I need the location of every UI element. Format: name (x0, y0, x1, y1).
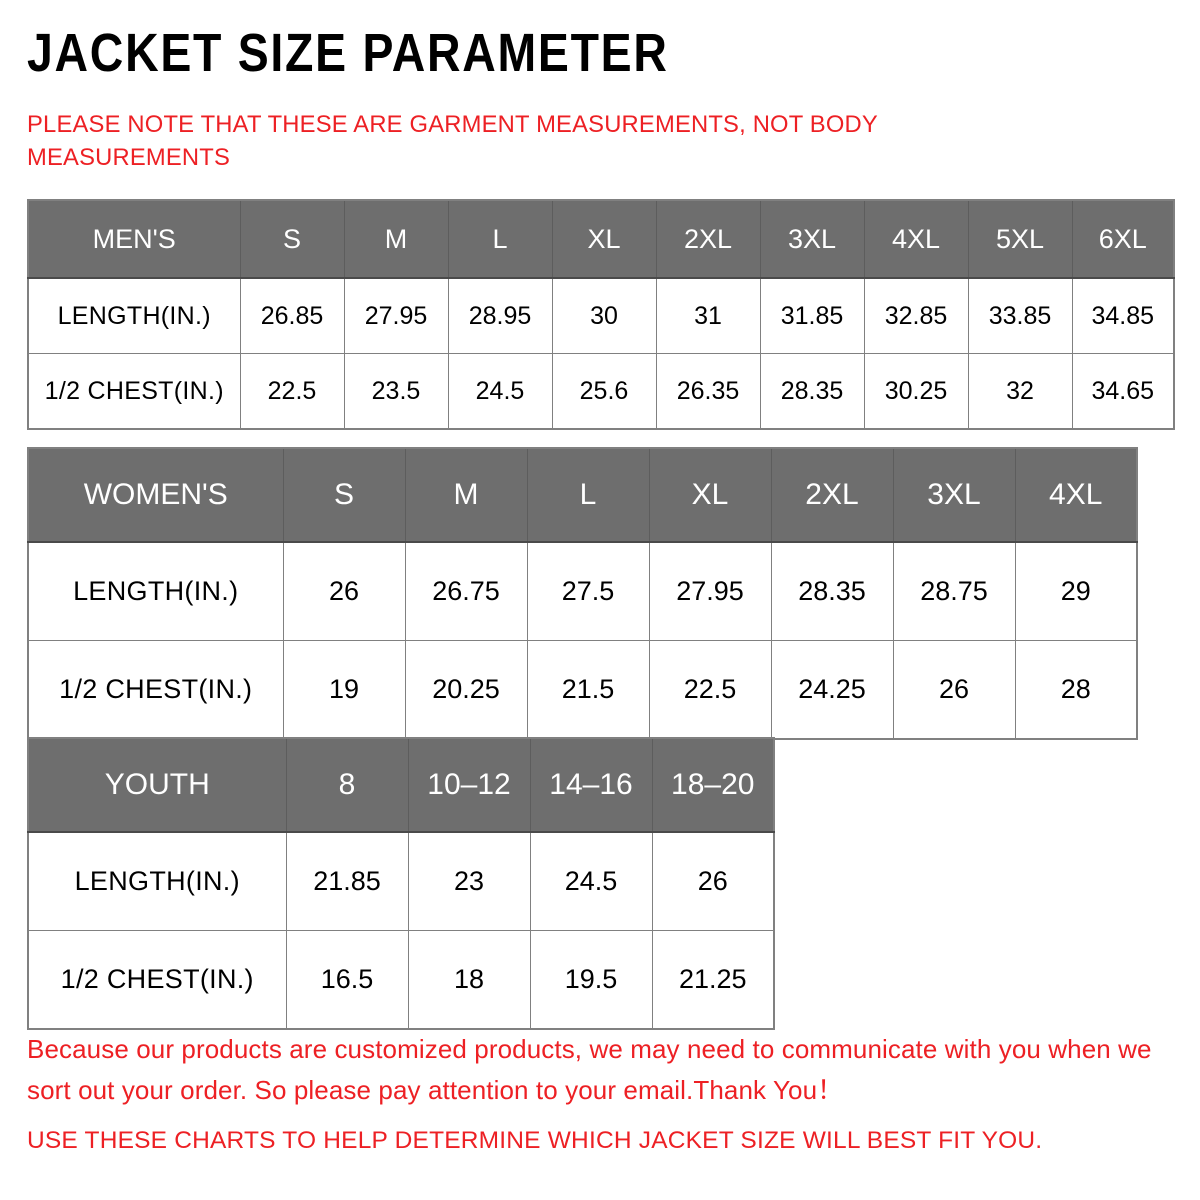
mens-row-label-chest: 1/2 CHEST(IN.) (27, 353, 241, 430)
womens-size-table: WOMEN'S S M L XL 2XL 3XL 4XL LENGTH(IN.)… (27, 447, 1138, 740)
mens-chest-6xl: 34.65 (1071, 353, 1175, 430)
youth-col-header-2: 14–16 (529, 737, 653, 833)
mens-chest-3xl: 28.35 (759, 353, 865, 430)
mens-col-header-7: 5XL (967, 199, 1073, 279)
mens-row-label-length: LENGTH(IN.) (27, 277, 241, 354)
womens-col-header-4: 2XL (770, 447, 894, 543)
youth-col-header-1: 10–12 (407, 737, 531, 833)
youth-size-table: YOUTH 8 10–12 14–16 18–20 LENGTH(IN.) 21… (27, 737, 775, 1030)
mens-chest-2xl: 26.35 (655, 353, 761, 430)
womens-row-label-length: LENGTH(IN.) (27, 541, 284, 641)
garment-measurement-disclaimer: PLEASE NOTE THAT THESE ARE GARMENT MEASU… (27, 111, 878, 171)
table-header-row: MEN'S S M L XL 2XL 3XL 4XL 5XL 6XL (27, 199, 1175, 279)
womens-col-header-1: M (404, 447, 528, 543)
youth-chest-10-12: 18 (407, 930, 531, 1030)
womens-col-header-5: 3XL (892, 447, 1016, 543)
mens-length-xl: 30 (551, 277, 657, 354)
table-header-row: WOMEN'S S M L XL 2XL 3XL 4XL (27, 447, 1138, 543)
mens-length-s: 26.85 (239, 277, 345, 354)
youth-chest-14-16: 19.5 (529, 930, 653, 1030)
womens-length-s: 26 (282, 541, 406, 641)
mens-chest-l: 24.5 (447, 353, 553, 430)
mens-chest-xl: 25.6 (551, 353, 657, 430)
table-row: LENGTH(IN.) 21.85 23 24.5 26 (27, 831, 775, 931)
mens-col-header-3: XL (551, 199, 657, 279)
mens-chest-m: 23.5 (343, 353, 449, 430)
mens-length-6xl: 34.85 (1071, 277, 1175, 354)
mens-col-header-2: L (447, 199, 553, 279)
mens-length-l: 28.95 (447, 277, 553, 354)
youth-length-8: 21.85 (285, 831, 409, 931)
womens-length-2xl: 28.35 (770, 541, 894, 641)
youth-chest-8: 16.5 (285, 930, 409, 1030)
table-header-row: YOUTH 8 10–12 14–16 18–20 (27, 737, 775, 833)
womens-col-header-6: 4XL (1014, 447, 1138, 543)
youth-row-label-chest: 1/2 CHEST(IN.) (27, 930, 287, 1030)
youth-length-18-20: 26 (651, 831, 775, 931)
womens-chest-4xl: 28 (1014, 640, 1138, 740)
mens-col-header-8: 6XL (1071, 199, 1175, 279)
mens-col-header-6: 4XL (863, 199, 969, 279)
table-row: LENGTH(IN.) 26.85 27.95 28.95 30 31 31.8… (27, 277, 1175, 354)
womens-chest-l: 21.5 (526, 640, 650, 740)
mens-size-table: MEN'S S M L XL 2XL 3XL 4XL 5XL 6XL LENGT… (27, 199, 1175, 430)
mens-table-title: MEN'S (27, 199, 241, 279)
table-row: 1/2 CHEST(IN.) 19 20.25 21.5 22.5 24.25 … (27, 640, 1138, 740)
womens-chest-m: 20.25 (404, 640, 528, 740)
womens-col-header-0: S (282, 447, 406, 543)
youth-col-header-3: 18–20 (651, 737, 775, 833)
womens-chest-3xl: 26 (892, 640, 1016, 740)
womens-chest-2xl: 24.25 (770, 640, 894, 740)
womens-length-l: 27.5 (526, 541, 650, 641)
table-row: 1/2 CHEST(IN.) 16.5 18 19.5 21.25 (27, 930, 775, 1030)
customization-note: Because our products are customized prod… (27, 1034, 1152, 1105)
womens-chest-xl: 22.5 (648, 640, 772, 740)
womens-col-header-3: XL (648, 447, 772, 543)
womens-length-m: 26.75 (404, 541, 528, 641)
mens-length-3xl: 31.85 (759, 277, 865, 354)
womens-length-4xl: 29 (1014, 541, 1138, 641)
mens-chest-4xl: 30.25 (863, 353, 969, 430)
mens-col-header-4: 2XL (655, 199, 761, 279)
mens-col-header-0: S (239, 199, 345, 279)
youth-col-header-0: 8 (285, 737, 409, 833)
table-row: 1/2 CHEST(IN.) 22.5 23.5 24.5 25.6 26.35… (27, 353, 1175, 430)
mens-length-4xl: 32.85 (863, 277, 969, 354)
womens-chest-s: 19 (282, 640, 406, 740)
mens-chest-5xl: 32 (967, 353, 1073, 430)
mens-length-2xl: 31 (655, 277, 761, 354)
womens-length-xl: 27.95 (648, 541, 772, 641)
youth-row-label-length: LENGTH(IN.) (27, 831, 287, 931)
table-row: LENGTH(IN.) 26 26.75 27.5 27.95 28.35 28… (27, 541, 1138, 641)
womens-col-header-2: L (526, 447, 650, 543)
mens-col-header-1: M (343, 199, 449, 279)
page-title: JACKET SIZE PARAMETER (27, 23, 669, 83)
womens-length-3xl: 28.75 (892, 541, 1016, 641)
womens-table-title: WOMEN'S (27, 447, 284, 543)
chart-usage-note: USE THESE CHARTS TO HELP DETERMINE WHICH… (27, 1127, 1043, 1154)
mens-col-header-5: 3XL (759, 199, 865, 279)
womens-row-label-chest: 1/2 CHEST(IN.) (27, 640, 284, 740)
mens-length-m: 27.95 (343, 277, 449, 354)
youth-table-title: YOUTH (27, 737, 287, 833)
youth-length-14-16: 24.5 (529, 831, 653, 931)
mens-length-5xl: 33.85 (967, 277, 1073, 354)
youth-length-10-12: 23 (407, 831, 531, 931)
mens-chest-s: 22.5 (239, 353, 345, 430)
youth-chest-18-20: 21.25 (651, 930, 775, 1030)
